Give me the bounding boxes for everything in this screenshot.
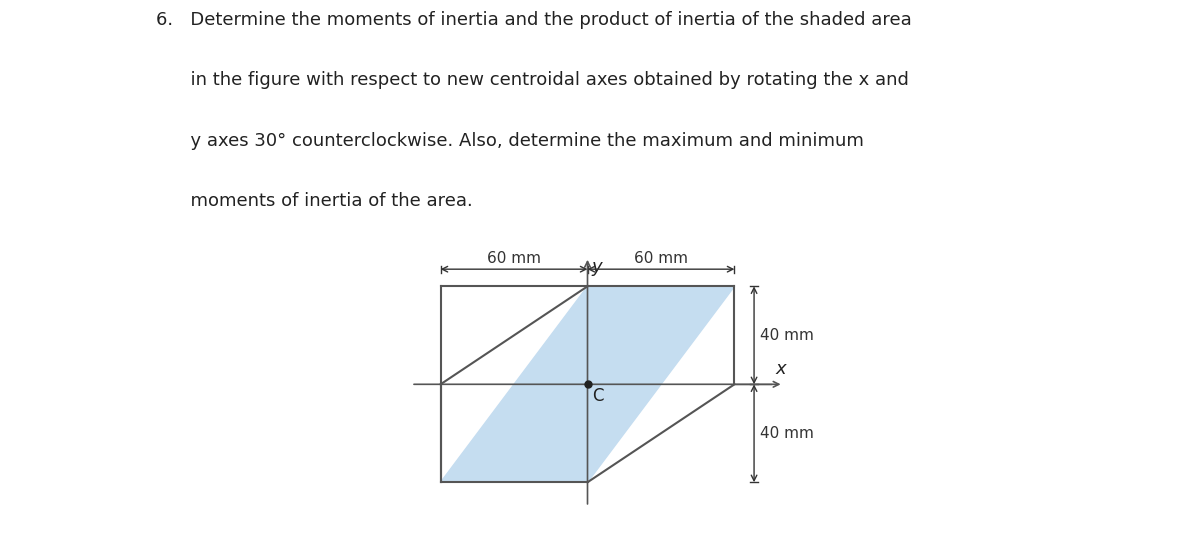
Text: 40 mm: 40 mm [760, 328, 814, 343]
Text: 60 mm: 60 mm [634, 250, 688, 266]
Text: in the figure with respect to new centroidal axes obtained by rotating the x and: in the figure with respect to new centro… [156, 71, 908, 89]
Text: y axes 30° counterclockwise. Also, determine the maximum and minimum: y axes 30° counterclockwise. Also, deter… [156, 132, 864, 150]
Text: 40 mm: 40 mm [760, 426, 814, 441]
Text: y: y [592, 258, 602, 276]
Text: 60 mm: 60 mm [487, 250, 541, 266]
Text: 6.   Determine the moments of inertia and the product of inertia of the shaded a: 6. Determine the moments of inertia and … [156, 11, 912, 29]
Text: x: x [775, 360, 786, 378]
Text: C: C [592, 386, 604, 405]
Polygon shape [440, 287, 734, 482]
Text: moments of inertia of the area.: moments of inertia of the area. [156, 192, 473, 210]
